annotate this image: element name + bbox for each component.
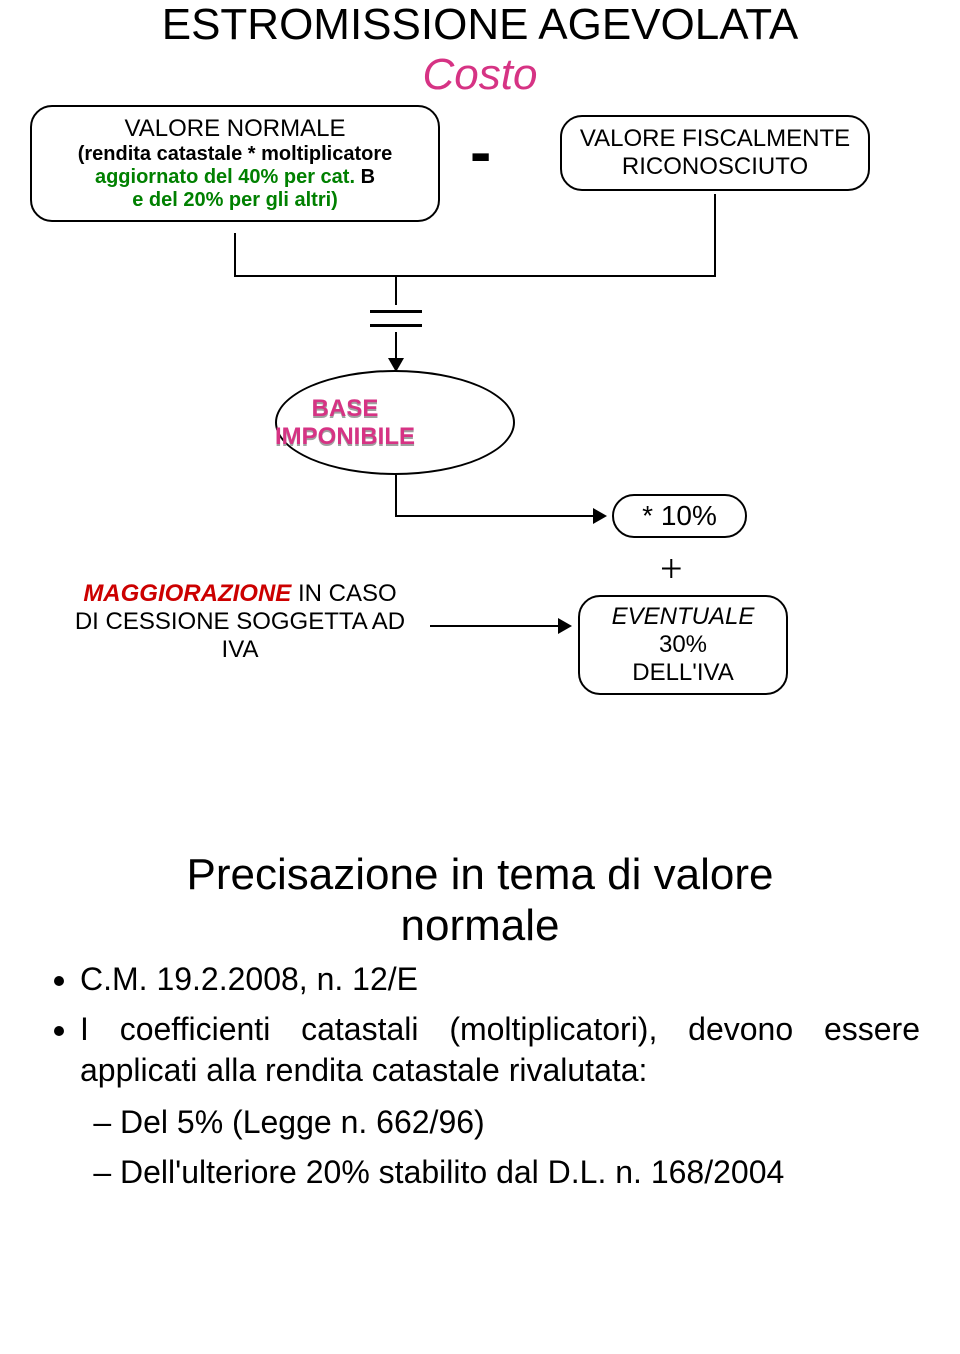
base-imponibile-ellipse: BASE IMPONIBILE BASE IMPONIBILE [275, 370, 515, 475]
equals-top [370, 310, 422, 313]
valore-fiscalmente-line1: VALORE FISCALMENTE [574, 125, 856, 153]
maggiorazione-text: MAGGIORAZIONE IN CASO DI CESSIONE SOGGET… [60, 580, 420, 664]
maggiorazione-red: MAGGIORAZIONE [83, 580, 291, 607]
eventuale-line2: DELL'IVA [590, 659, 776, 687]
arrow-right-icon [558, 618, 572, 634]
bullet-2: I coefficienti catastali (moltiplicatori… [80, 1009, 920, 1193]
bottom-heading-1: Precisazione in tema di valore [187, 850, 774, 899]
eventuale-line1b: 30% [659, 631, 707, 658]
plus-sign: + [660, 545, 683, 592]
rate-box: * 10% [612, 494, 747, 538]
equals-bottom [370, 324, 422, 327]
minus-sign: - [470, 115, 491, 189]
connector-line [395, 275, 397, 305]
valore-fiscalmente-box: VALORE FISCALMENTE RICONOSCIUTO [560, 115, 870, 191]
bullet-1: C.M. 19.2.2008, n. 12/E [80, 959, 920, 1001]
valore-normale-line3a: aggiornato del 40% per cat. [95, 166, 361, 188]
valore-normale-line3: aggiornato del 40% per cat. B [44, 166, 426, 189]
title: ESTROMISSIONE AGEVOLATA [0, 0, 960, 50]
sub-bullet-2: Dell'ulteriore 20% stabilito dal D.L. n.… [120, 1152, 920, 1194]
valore-fiscalmente-line2: RICONOSCIUTO [574, 153, 856, 181]
valore-normale-box: VALORE NORMALE (rendita catastale * molt… [30, 105, 440, 222]
ellipse-text-2: IMPONIBILE [275, 423, 415, 450]
connector-line [395, 475, 397, 515]
maggiorazione-line3: IVA [60, 636, 420, 664]
valore-normale-line2: (rendita catastale * moltiplicatore [44, 143, 426, 166]
connector-line [714, 194, 716, 277]
connector-line [430, 625, 560, 627]
connector-line [234, 275, 716, 277]
connector-line [395, 515, 595, 517]
diagram-page: ESTROMISSIONE AGEVOLATA Costo VALORE NOR… [0, 0, 960, 1354]
eventuale-line1a: EVENTUALE [612, 603, 755, 630]
connector-line [234, 233, 236, 277]
valore-normale-line4: e del 20% per gli altri) [44, 189, 426, 212]
bottom-heading: Precisazione in tema di valore normale [40, 850, 920, 951]
subtitle: Costo [0, 50, 960, 100]
maggiorazione-rest1: IN CASO [291, 580, 396, 607]
bullet-2-text: I coefficienti catastali (moltiplicatori… [80, 1011, 920, 1089]
eventuale-box: EVENTUALE 30% DELL'IVA [578, 595, 788, 695]
valore-normale-line1: VALORE NORMALE [44, 115, 426, 143]
bottom-section: Precisazione in tema di valore normale C… [40, 850, 920, 1201]
maggiorazione-line2: DI CESSIONE SOGGETTA AD [60, 608, 420, 636]
connector-line [395, 332, 397, 360]
bottom-heading-2: normale [401, 901, 560, 950]
ellipse-text-1: BASE [312, 395, 379, 422]
rate-text: * 10% [642, 500, 717, 531]
arrow-right-icon [593, 508, 607, 524]
sub-bullet-1: Del 5% (Legge n. 662/96) [120, 1102, 920, 1144]
valore-normale-line3b: B [361, 166, 375, 188]
